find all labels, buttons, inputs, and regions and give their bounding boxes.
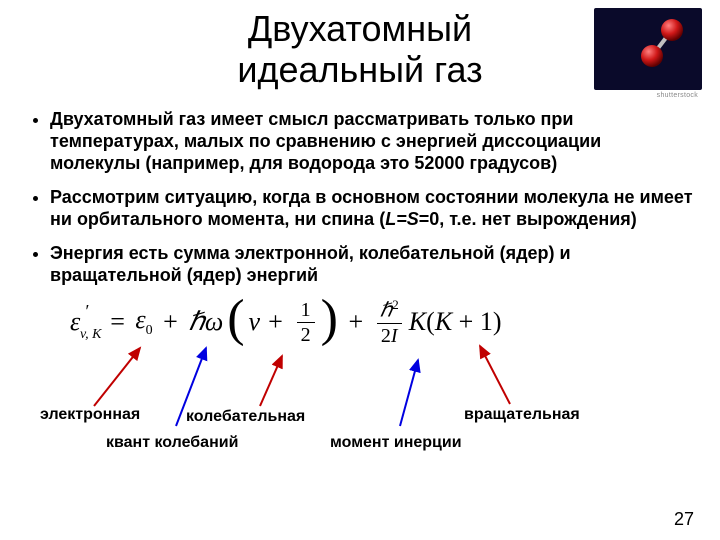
plus-1: + (157, 307, 185, 337)
plus-2: + (342, 307, 370, 337)
bullet-1: Двухатомный газ имеет смысл рассматриват… (50, 109, 694, 175)
hbar-omega: ℏω (188, 307, 223, 337)
arrow-vhalf (260, 356, 282, 406)
bullet-list: Двухатомный газ имеет смысл рассматриват… (0, 109, 720, 287)
arrow-2I (400, 360, 418, 426)
label-electronic: электронная (40, 406, 140, 424)
hbar2-over-2I: ℏ22I (376, 298, 403, 346)
label-moment: момент инерции (330, 434, 462, 452)
bullet-3: Энергия есть сумма электронной, колебате… (50, 243, 694, 287)
half: 12 (297, 300, 315, 345)
page-number: 27 (674, 509, 694, 530)
formula-area: ε′v, K = ε0 + ℏω ( v + 12 ) + ℏ22I K(K +… (0, 298, 720, 478)
equals: = (110, 307, 125, 337)
atom-2 (641, 45, 663, 67)
label-rotational: вращательная (464, 406, 580, 424)
molecule-image (594, 8, 702, 90)
eps0: ε0 (129, 305, 153, 339)
image-caption: shutterstock (657, 92, 698, 99)
v-term: v + (249, 307, 291, 337)
title-line-1: Двухатомный (248, 8, 472, 49)
label-quantum: квант колебаний (106, 434, 238, 452)
K-term: K(K + 1) (409, 307, 502, 337)
molecule-svg (594, 8, 702, 90)
bullet-2: Рассмотрим ситуацию, когда в основном со… (50, 187, 694, 231)
arrow-eps0 (94, 348, 140, 406)
atom-1 (661, 19, 683, 41)
eps-vk: ε′v, K (70, 307, 80, 337)
label-vibrational: колебательная (186, 408, 305, 426)
arrow-rot (480, 346, 510, 404)
energy-formula: ε′v, K = ε0 + ℏω ( v + 12 ) + ℏ22I K(K +… (70, 298, 501, 346)
title-line-2: идеальный газ (237, 49, 482, 90)
